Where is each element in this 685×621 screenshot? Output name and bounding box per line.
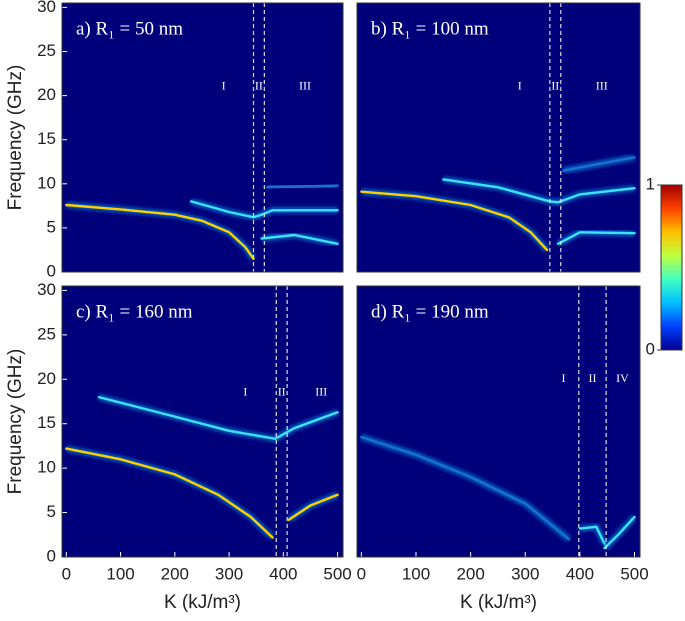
plot-frame bbox=[356, 285, 641, 558]
y-tick-label: 0 bbox=[47, 546, 56, 565]
mode-branch bbox=[360, 435, 571, 541]
x-tick-label: 400 bbox=[566, 564, 594, 583]
region-label: III bbox=[315, 384, 327, 398]
x-axis-label: K (kJ/m³) bbox=[164, 592, 241, 613]
x-tick-label: 200 bbox=[161, 564, 189, 583]
region-label: III bbox=[299, 79, 311, 93]
y-tick-label: 10 bbox=[37, 458, 56, 477]
colorbar-tick-label: 1 bbox=[646, 174, 655, 193]
x-tick-label: 300 bbox=[511, 564, 539, 583]
mode-branch bbox=[603, 515, 636, 550]
y-tick-label: 5 bbox=[47, 217, 56, 236]
x-tick-label: 500 bbox=[620, 564, 648, 583]
region-label: II bbox=[278, 384, 286, 398]
mode-branch bbox=[562, 156, 636, 172]
panel-title: a) R₁ = 50 nm bbox=[76, 18, 183, 39]
plot-background bbox=[62, 3, 343, 272]
x-tick-label: 200 bbox=[456, 564, 484, 583]
y-tick-label: 25 bbox=[37, 324, 56, 343]
y-tick-label: 20 bbox=[37, 85, 56, 104]
mode-branch bbox=[578, 525, 606, 545]
region-label: I bbox=[222, 79, 226, 93]
region-label: I bbox=[243, 384, 247, 398]
panel-title: d) R₁ = 190 nm bbox=[371, 301, 489, 322]
y-axis-label: Frequency (GHz) bbox=[5, 65, 26, 211]
region-label: IV bbox=[616, 371, 629, 385]
x-tick-label: 400 bbox=[269, 564, 297, 583]
region-label: II bbox=[255, 79, 263, 93]
mode-branch bbox=[556, 231, 636, 245]
plot-background bbox=[357, 286, 640, 557]
y-tick-label: 30 bbox=[37, 280, 56, 299]
mode-branch bbox=[287, 493, 339, 521]
region-label: I bbox=[562, 371, 566, 385]
y-tick-label: 25 bbox=[37, 41, 56, 60]
plot-frame bbox=[356, 2, 641, 273]
plot-frame bbox=[61, 285, 344, 558]
x-tick-label: 100 bbox=[402, 564, 430, 583]
x-axis-label: K (kJ/m³) bbox=[460, 592, 537, 613]
mode-branch bbox=[65, 447, 274, 539]
mode-branch bbox=[97, 395, 339, 441]
mode-branch bbox=[189, 200, 339, 219]
panel-title: b) R₁ = 100 nm bbox=[371, 18, 489, 39]
y-tick-label: 5 bbox=[47, 502, 56, 521]
mode-branch bbox=[442, 178, 636, 204]
plot-background bbox=[357, 3, 640, 272]
region-label: II bbox=[588, 371, 596, 385]
y-tick-label: 15 bbox=[37, 129, 56, 148]
panel-title: c) R₁ = 160 nm bbox=[76, 301, 193, 322]
mode-branch bbox=[360, 190, 549, 252]
x-tick-label: 0 bbox=[357, 564, 366, 583]
x-tick-label: 300 bbox=[215, 564, 243, 583]
region-label: I bbox=[518, 79, 522, 93]
region-label: II bbox=[551, 79, 559, 93]
x-tick-label: 500 bbox=[323, 564, 351, 583]
colorbar-tick-label: 0 bbox=[646, 339, 655, 358]
y-tick-label: 30 bbox=[37, 0, 56, 16]
mode-branch bbox=[65, 203, 255, 260]
y-tick-label: 10 bbox=[37, 173, 56, 192]
region-label: III bbox=[596, 79, 608, 93]
y-tick-label: 15 bbox=[37, 413, 56, 432]
mode-branch bbox=[265, 184, 339, 189]
y-axis-label: Frequency (GHz) bbox=[5, 349, 26, 495]
y-tick-label: 0 bbox=[47, 261, 56, 280]
y-tick-label: 20 bbox=[37, 369, 56, 388]
mode-branch bbox=[260, 233, 339, 245]
colorbar bbox=[660, 184, 683, 351]
plot-frame bbox=[61, 2, 344, 273]
x-tick-label: 0 bbox=[62, 564, 71, 583]
x-tick-label: 100 bbox=[106, 564, 134, 583]
